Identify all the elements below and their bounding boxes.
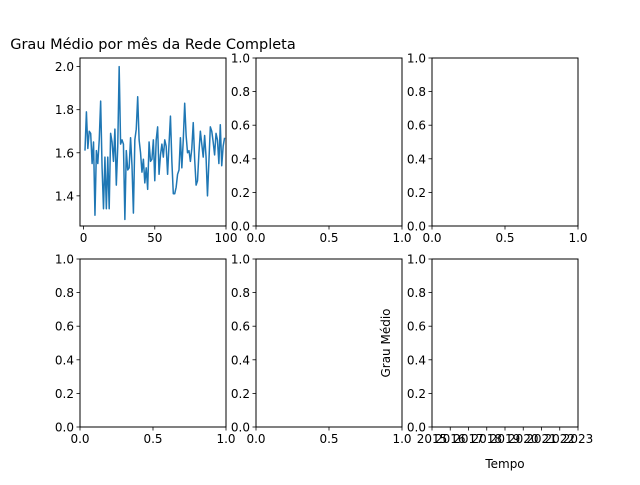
x-tick-label: 2018 (471, 432, 502, 446)
x-tick-label: 2020 (508, 432, 539, 446)
y-tick-label: 1.0 (55, 253, 74, 267)
x-tick-label: 1.0 (392, 231, 411, 245)
x-tick-label: 1.0 (392, 432, 411, 446)
y-tick-label: 0.2 (55, 387, 74, 401)
y-tick-label: 0.6 (407, 320, 426, 334)
y-tick-label: 0.6 (231, 119, 250, 133)
chart-title: Grau Médio por mês da Rede Completa (10, 37, 296, 53)
y-tick-label: 1.4 (55, 189, 74, 203)
y-tick-label: 1.0 (407, 52, 426, 66)
x-tick-label: 0.5 (143, 432, 162, 446)
x-tick-label: 2016 (435, 432, 466, 446)
y-tick-label: 0.6 (231, 320, 250, 334)
axes-frame (431, 57, 579, 227)
x-tick-label: 100 (215, 231, 238, 245)
x-tick-label: 2022 (544, 432, 575, 446)
y-tick-label: 2.0 (55, 60, 74, 74)
y-tick-label: 1.8 (55, 103, 74, 117)
axes-frame (255, 258, 403, 428)
y-tick-label: 0.8 (407, 286, 426, 300)
axes-frame (431, 258, 579, 428)
subplot-4: 0.0 0.5 1.0 0.0 0.2 0.4 0.6 0.8 1.0 (55, 253, 236, 447)
y-tick-label: 0.2 (407, 387, 426, 401)
y-tick-label: 0.4 (55, 353, 74, 367)
x-tick-label: 0.5 (319, 432, 338, 446)
y-tick-label: 0.4 (231, 152, 250, 166)
subplot-1: 0 50 100 1.4 1.6 1.8 2.0 Grau Médio por mês da … (10, 37, 296, 245)
y-tick-label: 1.0 (231, 253, 250, 267)
x-tick-label: 0 (80, 231, 88, 245)
y-tick-label: 1.6 (55, 146, 74, 160)
y-tick-label: 0.8 (407, 85, 426, 99)
y-axis-label: Grau Médio (379, 308, 393, 377)
y-tick-label: 0.8 (231, 85, 250, 99)
x-tick-label: 2023 (563, 432, 594, 446)
x-tick-label: 0.5 (319, 231, 338, 245)
x-tick-label: 0.0 (422, 231, 441, 245)
subplot-2: 0.0 0.5 1.0 0.0 0.2 0.4 0.6 0.8 1.0 (231, 52, 412, 246)
x-tick-label: 50 (147, 231, 162, 245)
x-tick-label: 1.0 (216, 432, 235, 446)
x-tick-label: 2019 (490, 432, 521, 446)
subplot-5: 0.0 0.5 1.0 0.0 0.2 0.4 0.6 0.8 1.0 (231, 253, 412, 447)
axes-frame (79, 258, 227, 428)
x-tick-label: 0.0 (70, 432, 89, 446)
y-tick-label: 0.4 (407, 152, 426, 166)
x-axis-label: Tempo (484, 457, 524, 471)
y-tick-label: 0.6 (55, 320, 74, 334)
x-tick-label: 0.0 (246, 231, 265, 245)
y-tick-label: 1.0 (231, 52, 250, 66)
y-tick-label: 0.0 (231, 220, 250, 234)
x-tick-label: 2021 (526, 432, 557, 446)
y-tick-label: 0.0 (55, 421, 74, 435)
y-tick-label: 0.0 (407, 220, 426, 234)
x-tick-label: 2017 (453, 432, 484, 446)
y-tick-label: 0.6 (407, 119, 426, 133)
x-tick-label: 0.5 (495, 231, 514, 245)
y-tick-label: 0.2 (231, 387, 250, 401)
y-tick-label: 0.8 (231, 286, 250, 300)
y-tick-label: 0.0 (231, 421, 250, 435)
y-tick-label: 0.2 (231, 186, 250, 200)
x-tick-label: 2015 (417, 432, 448, 446)
y-tick-label: 0.2 (407, 186, 426, 200)
y-tick-label: 1.0 (407, 253, 426, 267)
y-tick-label: 0.4 (407, 353, 426, 367)
y-tick-label: 0.8 (55, 286, 74, 300)
y-tick-label: 0.4 (231, 353, 250, 367)
x-tick-label: 1.0 (568, 231, 587, 245)
subplot-3: 0.0 0.5 1.0 0.0 0.2 0.4 0.6 0.8 1.0 (407, 52, 588, 246)
y-tick-label: 0.0 (407, 421, 426, 435)
axes-frame (255, 57, 403, 227)
series-line (84, 65, 226, 221)
x-tick-label: 0.0 (246, 432, 265, 446)
